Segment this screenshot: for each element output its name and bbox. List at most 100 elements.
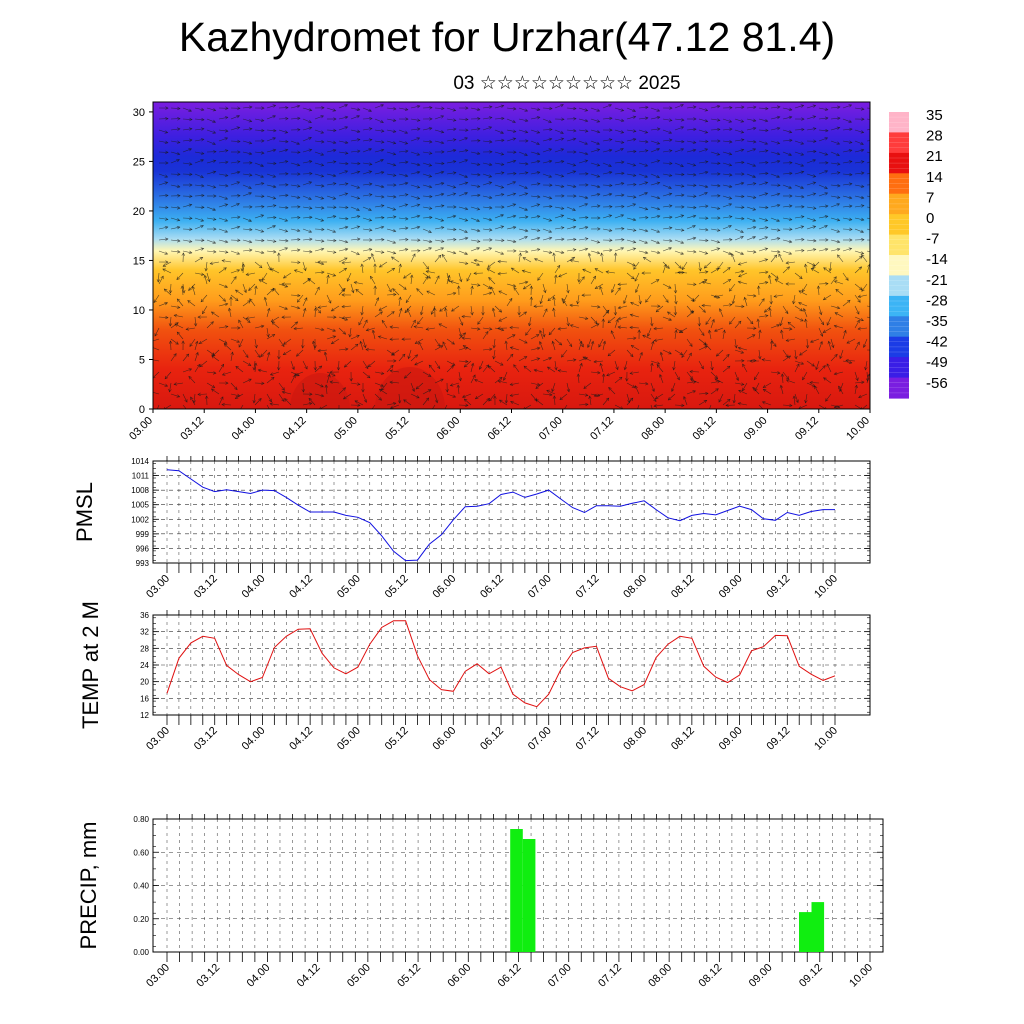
wind-arrow-head [176,159,180,163]
wind-arrow-head [801,117,805,121]
wind-arrow [416,382,424,390]
wind-arrow [769,308,772,318]
wind-arrow-head [719,308,723,312]
wind-arrow [611,330,616,340]
wind-arrow [458,237,468,241]
wind-arrow-head [819,341,823,345]
wind-arrow-head [391,267,396,271]
wind-arrow-head [266,333,270,338]
wind-arrow-head [572,163,577,167]
wind-arrow [326,335,336,340]
wind-arrow-head [464,192,468,196]
wind-arrow-head [191,285,195,290]
wind-arrow [542,195,552,199]
wind-arrow [362,248,372,252]
wind-arrow [470,261,480,266]
wind-arrow-head [858,266,863,270]
wind-arrow [734,305,745,307]
wind-arrow-head [368,182,373,186]
wind-arrow-head [320,163,325,167]
wind-arrow [806,226,816,230]
wind-arrow [458,206,468,210]
wind-arrow [182,128,192,131]
wind-arrow-head [704,108,709,112]
wind-arrow [626,261,636,266]
wind-arrow-head [443,410,446,413]
wind-arrow-head [392,240,397,244]
wind-arrow [805,319,808,329]
wind-arrow-head [533,368,538,373]
wind-arrow-head [368,148,372,152]
wind-arrow [714,378,724,384]
wind-arrow-head [427,373,432,377]
wind-arrow [221,404,232,406]
wind-arrow-head [461,314,465,319]
wind-arrow-head [303,307,307,312]
wind-arrow-head [741,205,745,209]
wind-arrow-head [361,389,365,393]
wind-arrow-head [860,107,865,111]
wind-arrow [254,162,264,167]
wind-arrow [530,195,540,198]
wind-arrow-head [268,398,272,403]
wind-arrow-head [497,271,501,276]
wind-arrow [528,316,532,326]
wind-arrow [370,276,376,285]
wind-arrow-head [273,161,277,166]
wind-arrow-head [487,264,491,268]
wind-arrow [372,330,376,340]
wind-arrow [530,160,540,164]
wind-arrow [350,215,360,219]
wind-arrow-head [416,196,421,200]
wind-arrow [734,106,744,109]
wind-arrow-head [356,129,361,133]
wind-arrow [325,384,328,395]
wind-arrow [266,137,276,142]
wind-arrow [374,159,384,164]
wind-arrow-head [297,293,301,298]
wind-arrow [314,307,316,318]
wind-arrow-head [248,378,252,382]
wind-arrow-head [296,306,301,310]
wind-arrow [554,227,564,230]
wind-arrow-head [873,219,876,222]
wind-arrow-head [838,385,842,390]
wind-arrow [314,217,324,222]
wind-arrow-head [345,161,349,166]
wind-arrow [530,107,540,111]
wind-arrow [470,305,473,315]
wind-arrow-head [291,366,295,371]
wind-arrow-head [418,341,422,346]
wind-arrow-head [332,250,337,254]
wind-arrow [590,107,600,112]
wind-arrow-head [778,253,782,258]
wind-arrow [458,327,462,337]
wind-arrow [314,184,324,187]
wind-arrow [506,239,516,243]
pmsl-xtick-label: 04.12 [287,573,315,601]
wind-arrow-head [524,340,528,344]
wind-arrow-head [606,373,610,377]
wind-arrow-head [248,105,253,109]
wind-arrow [710,381,720,384]
wind-arrow-head [308,196,312,200]
wind-arrow [602,215,612,219]
wind-arrow [626,248,636,252]
wind-arrow [794,162,804,167]
wind-arrow-head [404,173,409,178]
wind-arrow [386,129,396,133]
wind-arrow-head [380,250,385,254]
wind-arrow-head [873,119,876,122]
wind-arrow [754,371,760,380]
wind-arrow-head [266,351,271,356]
wind-arrow-head [488,327,493,331]
wind-arrow [566,338,573,347]
wind-arrow [420,305,424,315]
wind-arrow-head [451,341,455,345]
wind-arrow [374,195,384,198]
wind-arrow [662,216,673,219]
wind-arrow [350,184,360,189]
wind-arrow [758,248,768,252]
pmsl-xtick-label: 05.00 [335,573,363,601]
wind-arrow [362,217,372,221]
